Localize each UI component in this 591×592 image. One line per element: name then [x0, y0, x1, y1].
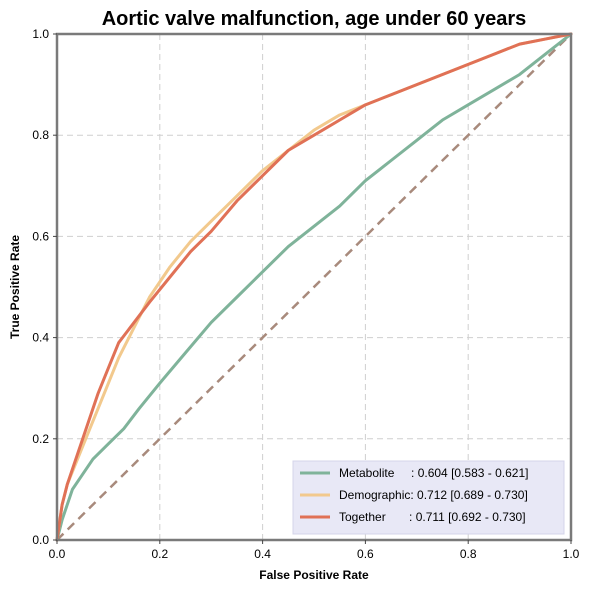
legend-box	[292, 460, 565, 535]
x-tick-label: 0.4	[254, 547, 271, 561]
x-tick-label: 0.2	[151, 547, 168, 561]
legend-entry-demographic: Demographic: 0.712 [0.689 - 0.730]	[339, 488, 528, 502]
plot-frame	[55, 32, 573, 542]
tick-layer: 0.0 0.2 0.4 0.6 0.8 1.0 0.0 0.2 0.4 0.6 0.8 1.0	[32, 27, 579, 561]
chart-title: Aortic valve malfunction, age under 60 y…	[102, 8, 527, 30]
x-axis-label: False Positive Rate	[259, 568, 369, 582]
x-tick-label: 0.8	[460, 547, 477, 561]
y-tick-label: 0.4	[32, 331, 49, 345]
legend: Metabolite : 0.604 [0.583 - 0.621] Demogr…	[292, 460, 565, 535]
series-layer	[55, 32, 573, 542]
series-line-together	[55, 32, 573, 542]
y-tick-label: 0.2	[32, 432, 49, 446]
y-tick-label: 0.6	[32, 229, 49, 243]
legend-entry-metabolite: Metabolite : 0.604 [0.583 - 0.621]	[339, 466, 528, 480]
grid	[57, 34, 571, 540]
x-tick-label: 0.6	[357, 547, 374, 561]
reference-line-layer	[56, 33, 572, 541]
x-tick-label: 1.0	[563, 547, 580, 561]
legend-entry-together: Together : 0.711 [0.692 - 0.730]	[339, 510, 526, 524]
chance-diagonal-line	[56, 33, 572, 541]
y-tick-label: 1.0	[32, 27, 49, 41]
series-line-metabolite	[55, 32, 573, 542]
y-axis-label: True Positive Rate	[8, 235, 22, 339]
y-tick-label: 0.8	[32, 128, 49, 142]
y-tick-label: 0.0	[32, 533, 49, 547]
x-tick-label: 0.0	[49, 547, 66, 561]
